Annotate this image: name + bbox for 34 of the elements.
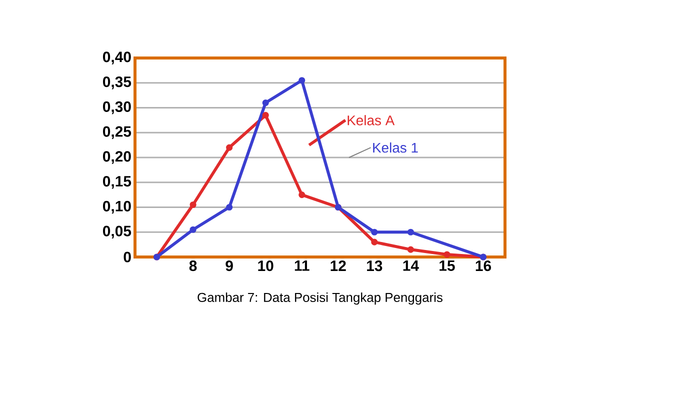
- x-tick-label: 13: [367, 260, 382, 272]
- y-tick-label: 0,10: [102, 200, 131, 214]
- point: [371, 238, 378, 246]
- point: [226, 204, 233, 211]
- y-tick-label: 0,05: [102, 226, 132, 238]
- point: [226, 144, 233, 151]
- point: [444, 251, 450, 258]
- y-tick-label: 0: [124, 252, 131, 262]
- x-tick-label: 8: [189, 260, 197, 272]
- point: [190, 201, 196, 208]
- y-tick-label: 0,35: [102, 76, 132, 90]
- x-tick-label: 15: [440, 260, 455, 271]
- text: Gambar 7: Data Posisi Tangkap Penggaris: [198, 292, 442, 305]
- point: [262, 99, 269, 106]
- x-tick-label: 16: [476, 260, 492, 272]
- x-tick-label: 14: [403, 260, 419, 271]
- x-tick-label: 9: [226, 260, 233, 272]
- point: [407, 228, 414, 236]
- point: [190, 226, 196, 233]
- text: Kelas 1: [373, 142, 418, 153]
- y-tick-label: 0,15: [102, 176, 132, 189]
- point: [298, 192, 306, 198]
- x-tick-label: 11: [294, 260, 310, 271]
- point: [407, 246, 414, 253]
- y-tick-label: 0,40: [102, 52, 131, 64]
- point: [298, 77, 306, 84]
- text: Kelas A: [348, 115, 395, 126]
- x-tick-label: 10: [258, 260, 274, 272]
- point: [262, 112, 269, 118]
- y-tick-label: 0,25: [102, 126, 132, 139]
- point: [371, 228, 378, 236]
- x-tick-label: 12: [330, 260, 346, 271]
- y-tick-label: 0,20: [102, 151, 131, 164]
- y-tick-label: 0,30: [102, 101, 131, 114]
